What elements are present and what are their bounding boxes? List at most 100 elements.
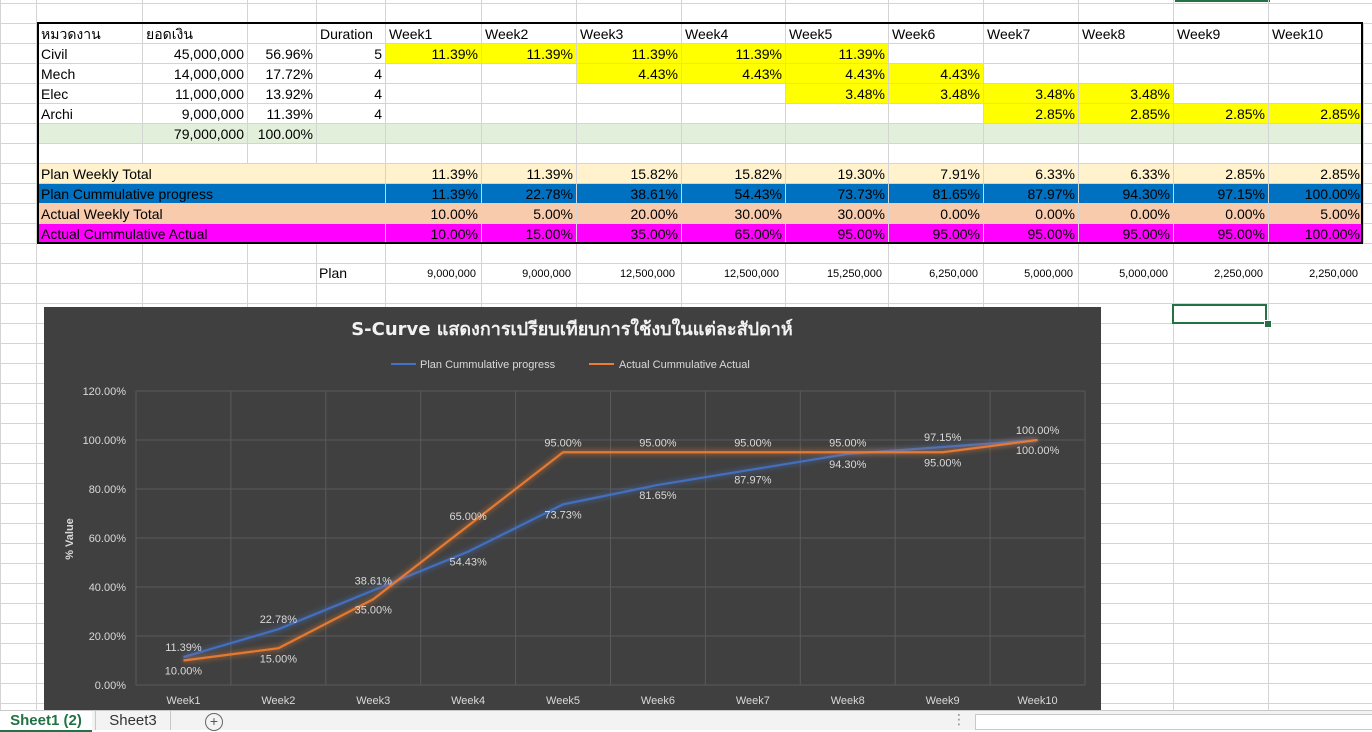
cell-week[interactable] [681,83,786,104]
cell-week[interactable]: 2.85% [1268,103,1364,124]
cell-empty[interactable] [1173,143,1269,164]
summary-cell[interactable]: 22.78% [481,183,577,204]
header-cell[interactable]: Week5 [785,23,889,44]
cell-week[interactable]: 2.85% [1078,103,1174,124]
total-percent[interactable]: 100.00% [247,123,317,144]
cell-week[interactable] [681,103,786,124]
header-cell[interactable]: Week7 [983,23,1079,44]
summary-cell[interactable]: 87.97% [983,183,1079,204]
summary-cell[interactable]: 30.00% [681,203,786,224]
header-cell[interactable]: Week3 [576,23,682,44]
summary-cell[interactable]: 97.15% [1173,183,1269,204]
summary-label[interactable]: Plan Weekly Total [37,163,386,184]
header-cell[interactable]: หมวดงาน [37,23,143,44]
cell-amount[interactable]: 11,000,000 [142,83,248,104]
cell-week[interactable]: 11.39% [481,43,577,64]
cell-empty[interactable] [1268,143,1364,164]
summary-cell[interactable]: 6.33% [983,163,1079,184]
cell-week[interactable] [983,63,1079,84]
plan-cell[interactable]: 15,250,000 [826,268,882,280]
summary-cell[interactable]: 19.30% [785,163,889,184]
summary-cell[interactable]: 0.00% [888,203,984,224]
header-cell[interactable]: Week8 [1078,23,1174,44]
cell-amount[interactable]: 9,000,000 [142,103,248,124]
summary-cell[interactable]: 7.91% [888,163,984,184]
plan-cell[interactable]: 9,000,000 [427,268,476,280]
cell-week[interactable] [481,103,577,124]
summary-label[interactable]: Actual Cummulative Actual [37,223,386,244]
cell-week[interactable] [576,83,682,104]
summary-label[interactable]: Actual Weekly Total [37,203,386,224]
cell-week[interactable]: 11.39% [681,43,786,64]
summary-cell[interactable]: 94.30% [1078,183,1174,204]
summary-cell[interactable]: 0.00% [1078,203,1174,224]
cell-week[interactable]: 4.43% [888,63,984,84]
plan-cell[interactable]: 9,000,000 [522,268,571,280]
cell-empty[interactable] [37,143,143,164]
header-cell[interactable] [247,23,317,44]
cell-empty[interactable] [888,123,984,144]
cell-empty[interactable] [681,143,786,164]
summary-cell[interactable]: 100.00% [1268,183,1364,204]
summary-cell[interactable]: 54.43% [681,183,786,204]
cell-category[interactable]: Elec [37,83,143,104]
cell-week[interactable]: 4.43% [576,63,682,84]
cell-percent[interactable]: 17.72% [247,63,317,84]
cell-empty[interactable] [983,143,1079,164]
plan-cell[interactable]: 2,250,000 [1309,268,1358,280]
cell-week[interactable] [1268,63,1364,84]
add-sheet-icon[interactable]: + [205,713,223,731]
cell-empty[interactable] [316,123,386,144]
cell-empty[interactable] [785,123,889,144]
cell-empty[interactable] [576,143,682,164]
summary-cell[interactable]: 100.00% [1268,223,1364,244]
summary-cell[interactable]: 5.00% [481,203,577,224]
summary-cell[interactable]: 30.00% [785,203,889,224]
summary-cell[interactable]: 73.73% [785,183,889,204]
cell-duration[interactable]: 4 [316,63,386,84]
cell-week[interactable] [385,103,482,124]
summary-cell[interactable]: 0.00% [1173,203,1269,224]
cell-week[interactable] [785,103,889,124]
fill-handle[interactable] [1264,320,1272,328]
plan-cell[interactable]: 5,000,000 [1024,268,1073,280]
plan-cell[interactable]: 12,500,000 [619,268,675,280]
tab-sheet1-2[interactable]: Sheet1 (2) [0,711,92,732]
summary-cell[interactable]: 95.00% [1078,223,1174,244]
summary-cell[interactable]: 95.00% [983,223,1079,244]
cell-week[interactable] [1173,83,1269,104]
cell-week[interactable]: 3.48% [785,83,889,104]
summary-cell[interactable]: 35.00% [576,223,682,244]
cell-category[interactable]: Civil [37,43,143,64]
cell-week[interactable]: 2.85% [983,103,1079,124]
cell-empty[interactable] [142,143,248,164]
cell-week[interactable] [1268,83,1364,104]
cell-week[interactable] [385,83,482,104]
selected-cell[interactable] [1172,304,1267,324]
cell-empty[interactable] [1268,123,1364,144]
summary-cell[interactable]: 10.00% [385,223,482,244]
summary-label[interactable]: Plan Cummulative progress [37,183,386,204]
header-cell[interactable]: Week9 [1173,23,1269,44]
plan-cell[interactable]: 5,000,000 [1119,268,1168,280]
cell-duration[interactable]: 5 [316,43,386,64]
cell-empty[interactable] [785,143,889,164]
summary-cell[interactable]: 11.39% [385,163,482,184]
cell-empty[interactable] [385,123,482,144]
cell-empty[interactable] [1078,143,1174,164]
s-curve-chart[interactable]: S-Curve แสดงการเปรียบเทียบการใช้งบในแต่ล… [44,307,1101,710]
plan-label[interactable]: Plan [319,265,348,281]
cell-duration[interactable]: 4 [316,103,386,124]
header-cell[interactable]: Duration [316,23,386,44]
summary-cell[interactable]: 15.00% [481,223,577,244]
cell-empty[interactable] [37,123,143,144]
header-cell[interactable]: Week4 [681,23,786,44]
cell-week[interactable]: 3.48% [983,83,1079,104]
header-cell[interactable]: ยอดเงิน [142,23,248,44]
summary-cell[interactable]: 81.65% [888,183,984,204]
header-cell[interactable]: Week1 [385,23,482,44]
cell-empty[interactable] [481,123,577,144]
cell-week[interactable] [481,63,577,84]
summary-cell[interactable]: 95.00% [785,223,889,244]
summary-cell[interactable]: 15.82% [576,163,682,184]
